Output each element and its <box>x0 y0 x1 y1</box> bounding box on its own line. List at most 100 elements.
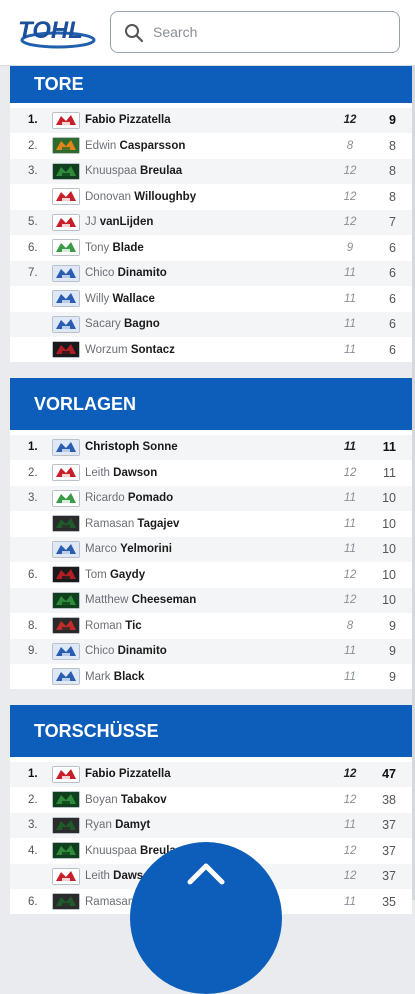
team-logo-icon[interactable] <box>52 264 80 282</box>
leaderboard-row[interactable]: Ramasan Tagajev 11 10 <box>10 510 412 537</box>
player-name-link[interactable]: Mark Black <box>85 671 328 683</box>
team-logo-icon[interactable] <box>52 341 80 359</box>
games-played: 12 <box>343 568 357 581</box>
team-logo-icon[interactable] <box>52 213 80 231</box>
player-name-link[interactable]: Chico Dinamito <box>85 645 328 657</box>
team-logo-icon[interactable] <box>52 765 80 783</box>
scrollbar[interactable] <box>412 66 415 900</box>
player-name-link[interactable]: Matthew Cheeseman <box>85 594 328 606</box>
leaderboard-row[interactable]: Worzum Sontacz 11 6 <box>10 336 412 363</box>
tohl-logo[interactable]: TOHL <box>14 10 98 54</box>
team-logo-icon[interactable] <box>52 566 80 584</box>
team-logo-icon[interactable] <box>52 591 80 609</box>
player-name-link[interactable]: Marco Yelmorini <box>85 543 328 555</box>
scroll-to-top-button[interactable] <box>130 842 282 994</box>
player-name-link[interactable]: Fabio Pizzatella <box>85 114 328 126</box>
leaderboard-row[interactable]: 3. Ricardo Pomado 11 10 <box>10 485 412 511</box>
leaderboard-row[interactable]: 3. Ryan Damyt 11 37 <box>10 812 412 838</box>
player-name-link[interactable]: Ryan Damyt <box>85 819 328 831</box>
brand-text: TOHL <box>18 17 83 44</box>
team-logo-icon[interactable] <box>52 540 80 558</box>
leaderboard-row[interactable]: Sacary Bagno 11 6 <box>10 311 412 337</box>
player-name-link[interactable]: Boyan Tabakov <box>85 794 328 806</box>
player-name-link[interactable]: Leith Dawson <box>85 467 328 479</box>
team-logo-icon[interactable] <box>52 290 80 308</box>
player-name-link[interactable]: Chico Dinamito <box>85 267 328 279</box>
team-logo-icon[interactable] <box>52 668 80 686</box>
leaderboard-list: 1. Fabio Pizzatella 12 47 2. Boyan Tabakov 12 3… <box>10 757 412 914</box>
player-name-link[interactable]: JJ vanLijden <box>85 216 328 228</box>
search-box[interactable] <box>110 11 400 53</box>
team-logo-icon[interactable] <box>52 791 80 809</box>
leaderboard-row[interactable]: 1. Fabio Pizzatella 12 9 <box>10 107 412 133</box>
player-name-link[interactable]: Ricardo Pomado <box>85 492 328 504</box>
leaderboard-list: 1. Christoph Sonne 11 11 2. Leith Dawson 12 11 3… <box>10 430 412 689</box>
leaderboard-row[interactable]: 1. Fabio Pizzatella 12 47 <box>10 761 412 787</box>
leaderboard-row[interactable]: 5. JJ vanLijden 12 7 <box>10 209 412 235</box>
team-logo-icon[interactable] <box>52 842 80 860</box>
team-logo-icon[interactable] <box>52 188 80 206</box>
player-last-name: Sonne <box>142 441 178 454</box>
player-name-link[interactable]: Edwin Casparsson <box>85 140 328 152</box>
leaderboard-row[interactable]: 2. Boyan Tabakov 12 38 <box>10 786 412 813</box>
player-name-link[interactable]: Sacary Bagno <box>85 318 328 330</box>
team-logo-icon[interactable] <box>52 239 80 257</box>
team-logo-icon[interactable] <box>52 315 80 333</box>
games-played: 11 <box>344 318 356 331</box>
games-played: 12 <box>343 165 357 178</box>
player-first-name: Marco <box>85 543 117 556</box>
player-name-link[interactable]: Tony Blade <box>85 242 328 254</box>
games-played: 11 <box>344 517 356 530</box>
team-logo-icon[interactable] <box>52 893 80 911</box>
stat-value: 10 <box>382 542 396 557</box>
leaderboard-row[interactable]: 1. Christoph Sonne 11 11 <box>10 434 412 460</box>
player-first-name: JJ <box>85 216 97 229</box>
player-last-name: Dinamito <box>117 645 167 658</box>
player-last-name: Willoughby <box>134 190 197 203</box>
rank: 6. <box>28 895 38 908</box>
team-logo-icon[interactable] <box>52 137 80 155</box>
player-name-link[interactable]: Worzum Sontacz <box>85 344 328 356</box>
team-logo-icon[interactable] <box>52 111 80 129</box>
leaderboard-row[interactable]: Matthew Cheeseman 12 10 <box>10 587 412 613</box>
player-name-link[interactable]: Willy Wallace <box>85 293 328 305</box>
leaderboard-row[interactable]: Marco Yelmorini 11 10 <box>10 536 412 562</box>
team-logo-icon[interactable] <box>52 162 80 180</box>
player-name-link[interactable]: Ramasan Tagajev <box>85 518 328 530</box>
leaderboard-row[interactable]: Donovan Willoughby 12 8 <box>10 183 412 210</box>
stat-value: 38 <box>382 792 396 807</box>
games-played: 11 <box>344 343 356 356</box>
player-first-name: Sacary <box>85 318 121 331</box>
team-logo-icon[interactable] <box>52 642 80 660</box>
team-logo-icon[interactable] <box>52 515 80 533</box>
leaderboard-row[interactable]: 8. Roman Tic 8 9 <box>10 612 412 639</box>
team-logo-icon[interactable] <box>52 867 80 885</box>
team-logo-icon[interactable] <box>52 617 80 635</box>
player-name-link[interactable]: Christoph Sonne <box>85 441 328 453</box>
leaderboard-row[interactable]: Mark Black 11 9 <box>10 663 412 690</box>
leaderboard-row[interactable]: 6. Tony Blade 9 6 <box>10 234 412 261</box>
player-last-name: Dawson <box>113 466 158 479</box>
search-input[interactable] <box>153 20 389 44</box>
team-logo-icon[interactable] <box>52 438 80 456</box>
leaderboard-row[interactable]: 2. Edwin Casparsson 8 8 <box>10 132 412 159</box>
leaderboard-row[interactable]: 3. Knuuspaa Breulaa 12 8 <box>10 158 412 184</box>
leaderboard-row[interactable]: 4. Knuuspaa Breulaa 12 37 <box>10 837 412 864</box>
player-name-link[interactable]: Roman Tic <box>85 620 328 632</box>
stat-value: 9 <box>389 669 396 684</box>
team-logo-icon[interactable] <box>52 464 80 482</box>
games-played: 11 <box>344 670 356 683</box>
leaderboard-row[interactable]: 9. Chico Dinamito 11 9 <box>10 638 412 664</box>
player-last-name: vanLijden <box>99 216 154 229</box>
team-logo-icon[interactable] <box>52 489 80 507</box>
leaderboard-row[interactable]: 7. Chico Dinamito 11 6 <box>10 260 412 286</box>
player-name-link[interactable]: Donovan Willoughby <box>85 191 328 203</box>
player-name-link[interactable]: Tom Gaydy <box>85 569 328 581</box>
team-logo-icon[interactable] <box>52 816 80 834</box>
player-name-link[interactable]: Knuuspaa Breulaa <box>85 165 328 177</box>
leaderboard-row[interactable]: 2. Leith Dawson 12 11 <box>10 459 412 486</box>
leaderboard-row[interactable]: 6. Tom Gaydy 12 10 <box>10 561 412 588</box>
player-name-link[interactable]: Fabio Pizzatella <box>85 768 328 780</box>
stat-value: 37 <box>382 818 396 833</box>
leaderboard-row[interactable]: Willy Wallace 11 6 <box>10 285 412 312</box>
